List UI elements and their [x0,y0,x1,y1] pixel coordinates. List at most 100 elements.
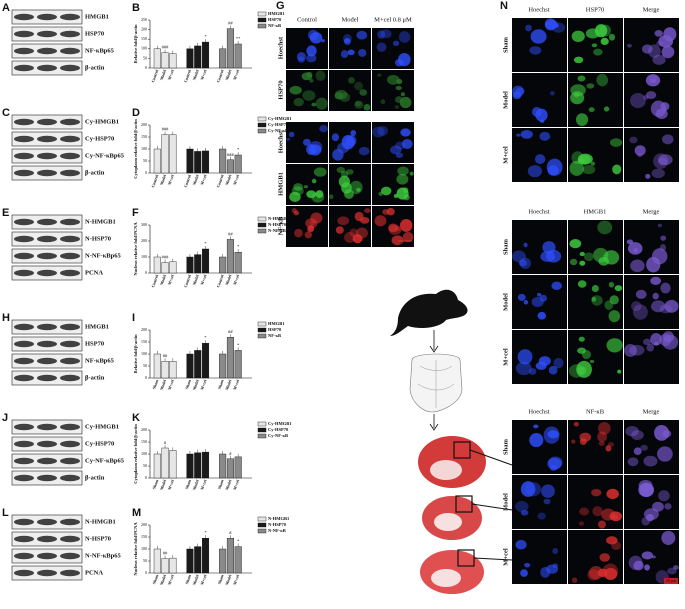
cell [652,54,666,65]
cell [597,568,608,578]
band-label: N-NF-κBp65 [85,552,121,559]
bar [153,453,161,479]
legend-label: N-NF-κB [268,528,286,533]
y-tick-label: 150 [141,439,147,444]
cell [400,128,411,137]
significance-mark: * [204,241,207,246]
cell [596,73,609,87]
blot-band [60,457,80,465]
blot-band [37,518,57,526]
row-label: Hoechst [277,130,284,153]
bar [234,350,242,379]
cell [625,425,639,437]
cell [346,169,354,175]
cell [377,30,386,39]
x-tick-label: Model [191,273,200,286]
bar [226,337,234,379]
x-tick-label: M+cel [199,173,208,186]
cell [610,138,623,147]
column-header: Merge [643,408,660,415]
cell [363,104,371,111]
blot-band [14,518,34,526]
cell [569,258,578,266]
bar [219,148,227,174]
significance-mark: * [237,147,240,152]
x-tick-label: M+cel [232,573,241,586]
y-tick-label: 150 [141,36,147,41]
cell [350,129,357,137]
x-tick-label: Control [183,68,193,83]
cell [601,508,616,521]
x-tick-label: Model [159,573,168,586]
cell [588,107,595,113]
bar [186,48,194,69]
cell [578,521,585,526]
y-axis-label: Nucleus relative fold/PCNA [133,222,138,276]
y-axis-label: Cytoplasm relative fold/β-actin [133,119,138,179]
bar [226,538,234,574]
cell [516,133,521,137]
band-label: N-HMGB1 [85,518,116,525]
cell [539,294,548,302]
x-tick-label: Control [183,273,193,288]
cell [608,281,615,288]
y-tick-label: 100 [141,546,147,551]
bar [153,256,161,274]
bar [161,262,169,274]
legend-label: HSP70 [268,327,282,332]
band-label: HSP70 [85,340,104,347]
band-label: PCNA [85,569,103,576]
cell [592,506,603,517]
bar [161,447,169,479]
micrograph [624,420,679,474]
x-tick-label: Sham [184,478,192,490]
bar [234,154,242,174]
significance-mark: ### [162,127,170,132]
bar [186,548,194,574]
blot-band [37,457,57,465]
cell [650,333,662,346]
cell [632,304,648,320]
column-header: NF-κB [586,408,605,415]
legend-swatch [257,128,267,134]
y-tick-label: 200 [141,27,147,32]
cell [294,228,303,238]
band-label: NF-κBp65 [85,357,115,364]
y-tick-label: 100 [141,254,147,259]
blot-band [14,64,34,72]
cell [529,46,542,55]
micrograph [512,475,567,529]
cell [648,44,661,58]
cell [529,433,544,448]
y-tick-label: 0 [145,375,147,380]
legend-label: Cy-HMGB1 [268,116,292,121]
cell [530,29,547,44]
legend-label: HMGB1 [268,321,285,326]
legend-label: Cy-HMGB1 [268,421,292,426]
column-header: Hoechst [528,408,549,415]
blot-band [60,47,80,55]
cell [591,284,599,293]
cell [602,563,619,580]
blot-band [60,269,80,277]
legend-label: Cy-HSP70 [268,122,289,127]
x-tick-label: M+cel [166,68,175,81]
y-tick-label: 0 [145,570,147,575]
micrograph [568,420,623,474]
cell [655,108,668,120]
cell [640,444,648,451]
cell [598,256,610,266]
x-tick-label: Model [191,68,200,81]
cell [661,45,675,59]
cell [606,338,623,353]
cell [382,209,390,215]
legend-swatch [257,216,267,222]
y-tick-label: 200 [141,238,147,243]
x-tick-label: M+cel [232,478,241,491]
cell [663,27,677,42]
column-header: HSP70 [586,6,604,13]
column-header: HMGB1 [584,208,607,215]
row-label: Hoechst [277,36,284,59]
column-header: Merge [643,208,660,215]
